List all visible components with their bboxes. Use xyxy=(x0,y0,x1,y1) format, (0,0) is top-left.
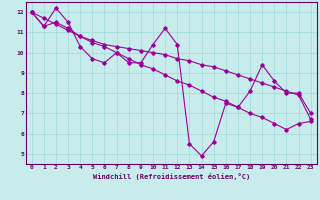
X-axis label: Windchill (Refroidissement éolien,°C): Windchill (Refroidissement éolien,°C) xyxy=(92,173,250,180)
